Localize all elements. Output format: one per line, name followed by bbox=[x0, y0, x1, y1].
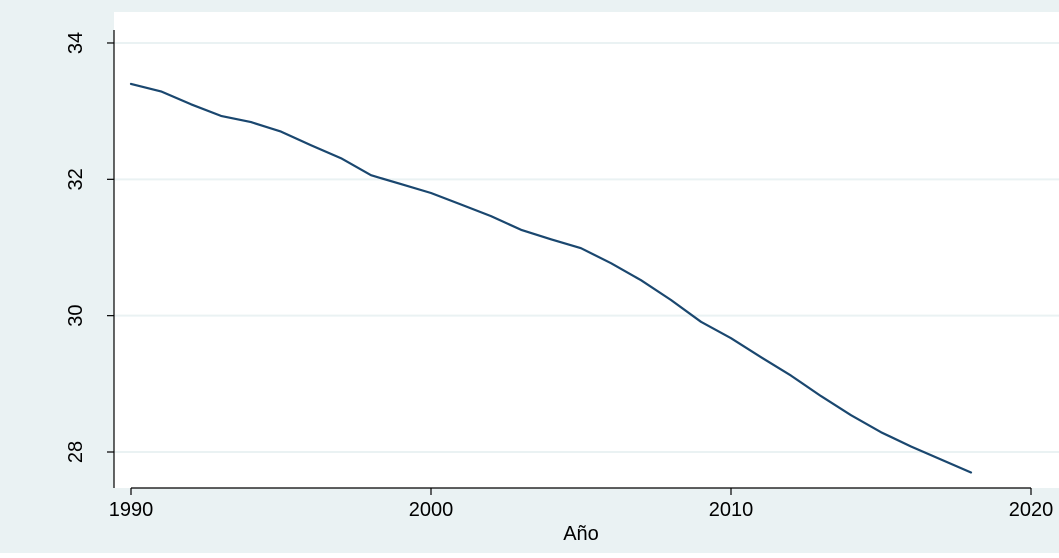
y-tick-label: 32 bbox=[65, 168, 87, 190]
data-point bbox=[250, 121, 252, 123]
data-point bbox=[910, 445, 912, 448]
data-point bbox=[220, 115, 222, 117]
data-point bbox=[280, 131, 282, 133]
y-tick-label: 28 bbox=[65, 441, 87, 463]
x-tick-label: 2020 bbox=[1009, 499, 1054, 521]
data-point bbox=[550, 238, 552, 240]
data-point bbox=[460, 203, 462, 206]
x-axis-label: Año bbox=[563, 523, 599, 545]
data-point bbox=[760, 356, 762, 358]
data-point bbox=[640, 279, 642, 281]
data-point bbox=[790, 375, 792, 377]
x-tick-label: 2000 bbox=[409, 499, 454, 521]
data-point bbox=[130, 83, 132, 85]
data-point bbox=[190, 103, 192, 105]
data-point bbox=[820, 395, 822, 397]
series-layer bbox=[129, 82, 973, 474]
data-point bbox=[850, 414, 852, 416]
data-point bbox=[340, 157, 342, 159]
data-point bbox=[730, 337, 732, 339]
data-point bbox=[520, 229, 522, 231]
y-tick-label: 34 bbox=[65, 32, 87, 54]
data-point bbox=[610, 262, 612, 264]
data-point bbox=[400, 183, 402, 185]
data-point bbox=[970, 471, 972, 474]
data-point bbox=[430, 192, 432, 194]
data-point bbox=[700, 321, 702, 323]
data-point bbox=[940, 458, 942, 461]
data-point bbox=[310, 144, 312, 146]
axes: 28 30 32 34 1990 2000 2010 2020 bbox=[65, 30, 1053, 521]
data-point bbox=[580, 247, 582, 249]
y-tick-label: 30 bbox=[65, 305, 87, 327]
x-tick-label: 1990 bbox=[109, 499, 154, 521]
data-point bbox=[880, 431, 882, 433]
data-point bbox=[490, 215, 492, 217]
gridlines bbox=[114, 41, 1059, 453]
data-point bbox=[370, 174, 372, 176]
data-point bbox=[670, 299, 672, 301]
x-tick-label: 2010 bbox=[709, 499, 754, 521]
data-point bbox=[160, 90, 162, 92]
